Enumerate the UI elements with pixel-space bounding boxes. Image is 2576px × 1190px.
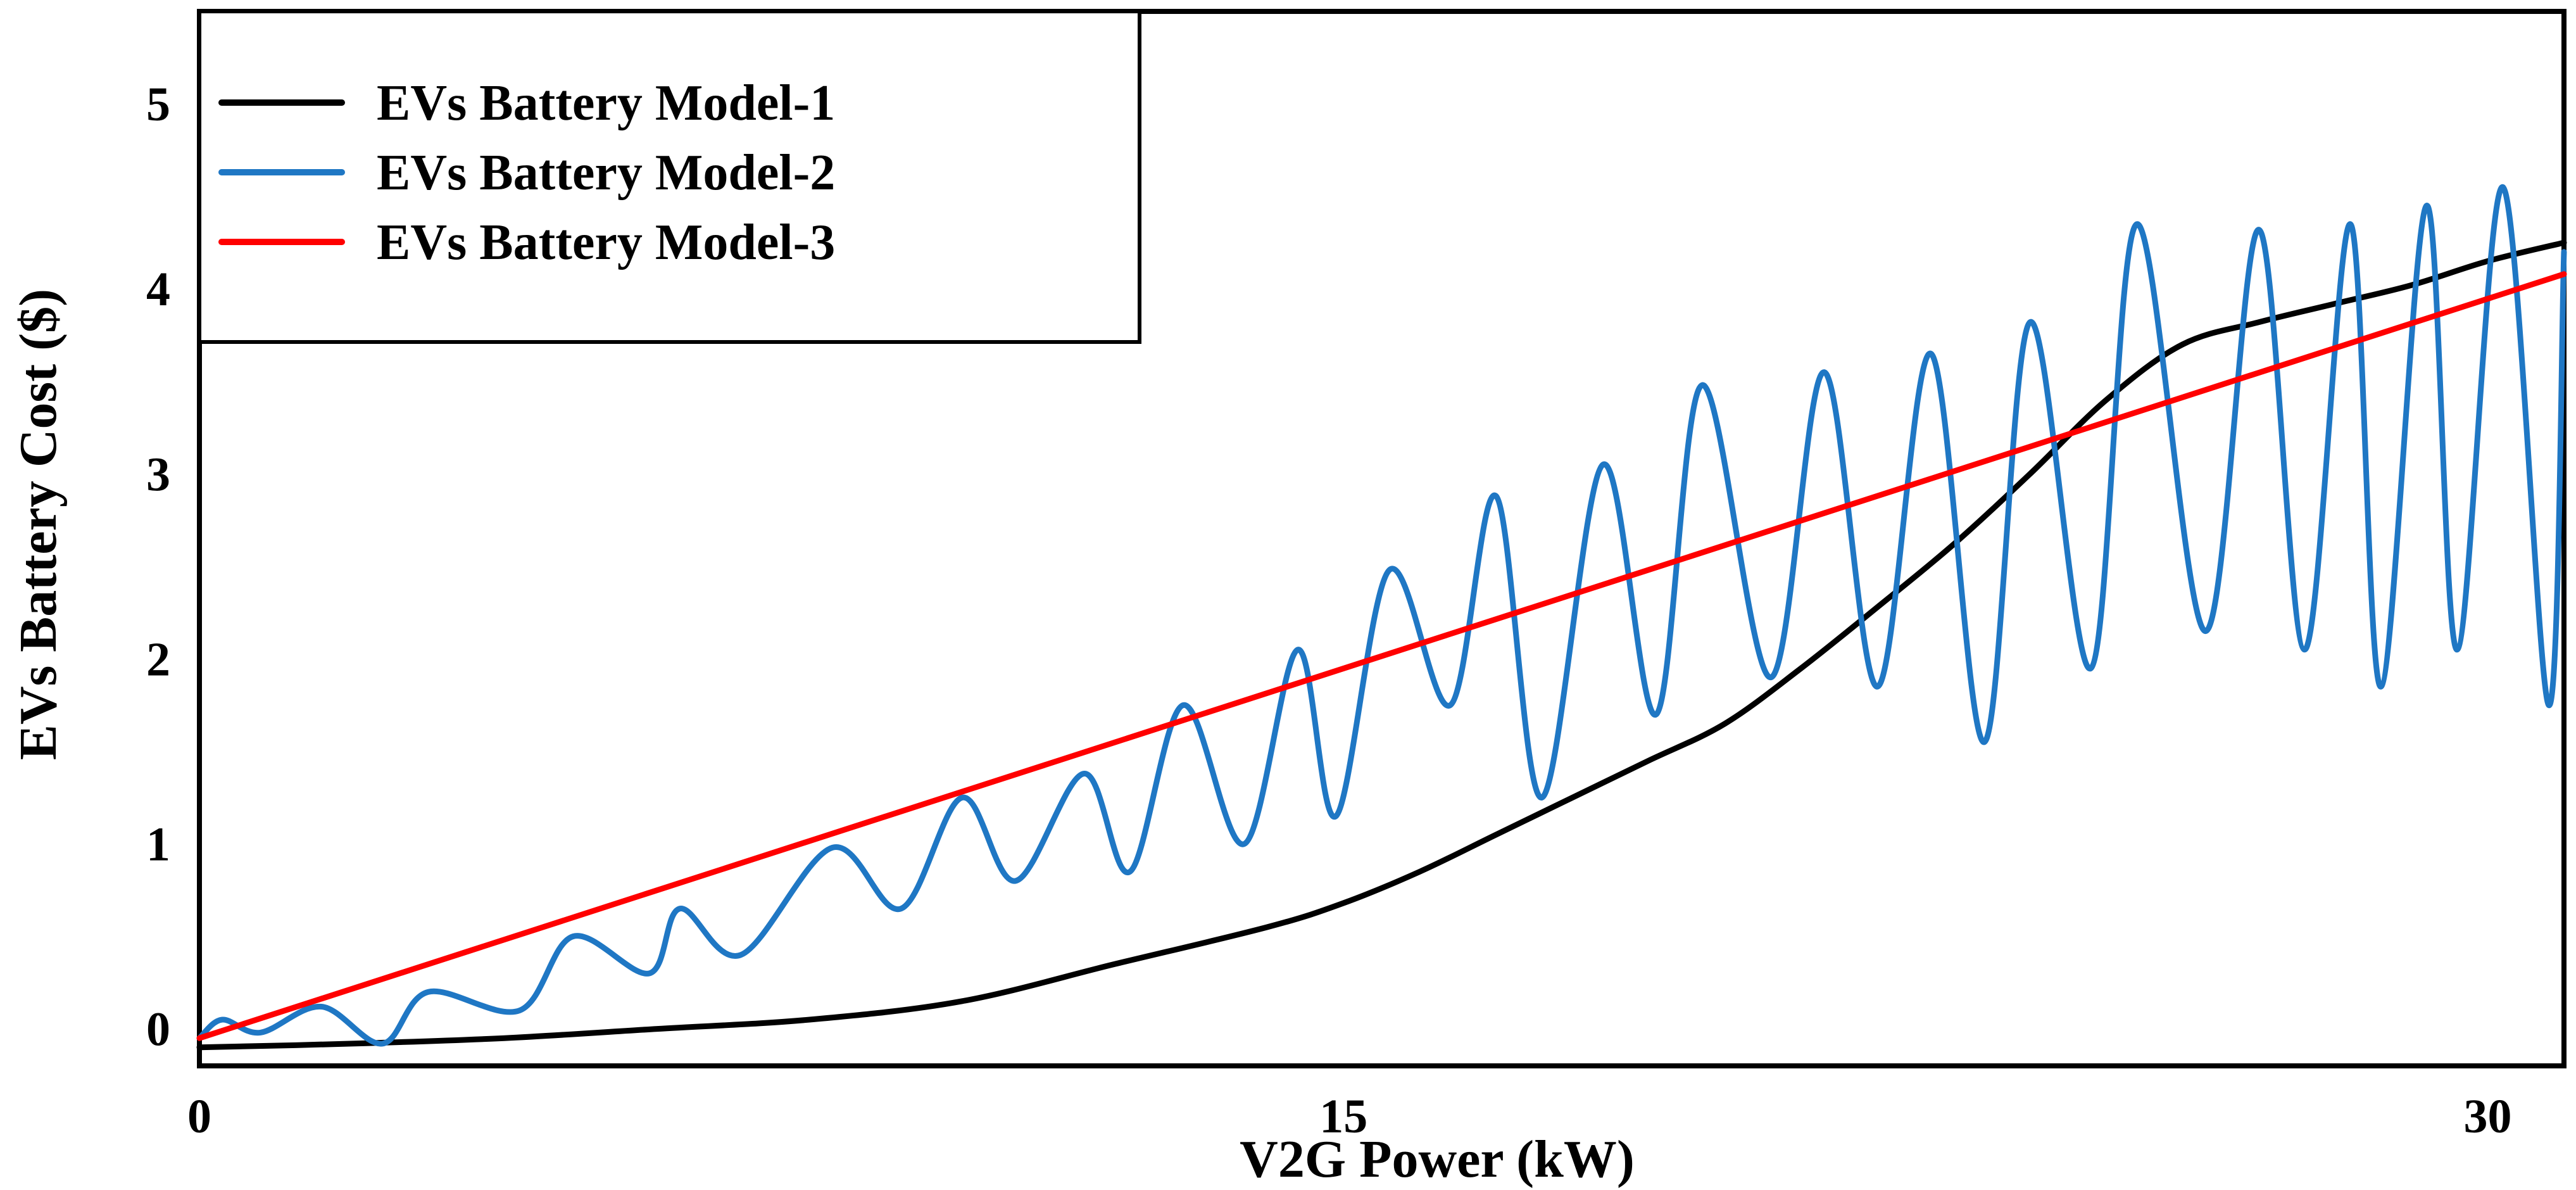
y-tick-label: 1: [146, 818, 170, 871]
series-line-model-2: [196, 184, 2567, 1047]
y-tick-label: 3: [146, 448, 170, 501]
x-tick-label: 0: [187, 1090, 211, 1143]
y-tick-label: 2: [146, 633, 170, 686]
x-axis-ticks: 0 15 30: [187, 1090, 2512, 1143]
series-layer: [196, 184, 2567, 1051]
x-axis-title: V2G Power (kW): [1240, 1130, 1635, 1189]
y-tick-label: 4: [146, 263, 170, 316]
legend-label-model-2: EVs Battery Model-2: [377, 145, 835, 201]
legend: EVs Battery Model-1 EVs Battery Model-2 EV…: [198, 9, 1141, 344]
x-tick-label: 30: [2464, 1090, 2512, 1143]
legend-box: [198, 9, 1141, 344]
y-axis-title: EVs Battery Cost ($): [9, 289, 68, 760]
y-tick-label: 5: [146, 78, 170, 131]
y-axis-ticks: 0 1 2 3 4 5: [146, 78, 170, 1056]
series-line-model-1: [196, 239, 2567, 1051]
y-tick-label: 0: [146, 1003, 170, 1056]
x-tick-label: 15: [1319, 1090, 1367, 1143]
legend-label-model-3: EVs Battery Model-3: [377, 215, 835, 270]
legend-label-model-1: EVs Battery Model-1: [377, 75, 835, 131]
series-line-model-3: [196, 271, 2567, 1041]
